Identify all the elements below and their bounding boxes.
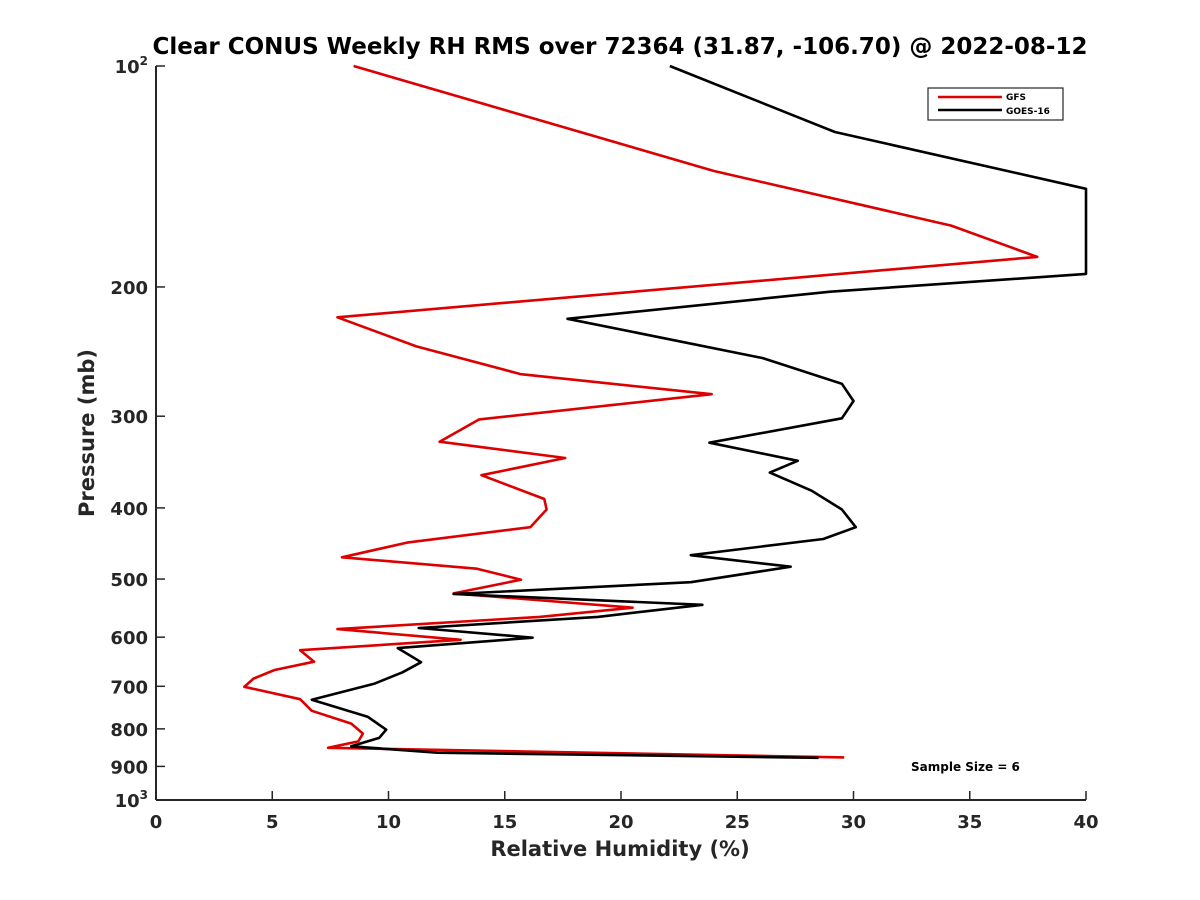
series-line-goes-16 (310, 64, 1088, 760)
x-tick-label: 15 (492, 812, 517, 833)
x-tick-label: 0 (150, 812, 163, 833)
x-tick-label: 5 (266, 812, 279, 833)
x-tick-label: 10 (376, 812, 401, 833)
y-tick-label: 500 (110, 570, 148, 591)
x-tick-label: 25 (725, 812, 750, 833)
y-tick-label: 400 (110, 499, 148, 520)
y-axis-label: Pressure (mb) (75, 349, 99, 517)
y-tick-label: 800 (110, 720, 148, 741)
sample-size-annotation: Sample Size = 6 (911, 760, 1020, 774)
y-tick-label: 103 (115, 788, 148, 812)
x-ticks: 0 5 10 15 20 25 30 35 40 (150, 791, 1099, 833)
y-tick-label: 102 (115, 54, 148, 78)
x-tick-label: 20 (608, 812, 633, 833)
x-tick-label: 35 (957, 812, 982, 833)
series-layer (243, 64, 1088, 760)
legend-label-gfs: GFS (1006, 93, 1026, 103)
y-tick-label: 600 (110, 628, 148, 649)
chart-title: Clear CONUS Weekly RH RMS over 72364 (31… (153, 34, 1088, 60)
legend-label-goes16: GOES-16 (1006, 107, 1050, 117)
legend: GFS GOES-16 (927, 87, 1064, 121)
series-line-gfs (243, 64, 1039, 759)
x-axis-label: Relative Humidity (%) (490, 837, 749, 861)
y-tick-label: 200 (110, 278, 148, 299)
axes (155, 66, 1086, 801)
legend-box (927, 87, 1064, 121)
y-tick-label: 300 (110, 407, 148, 428)
y-tick-label: 900 (110, 757, 148, 778)
y-tick-label: 700 (110, 677, 148, 698)
y-ticks: 102 200 300 400 500 600 700 800 900 103 (110, 54, 165, 812)
x-tick-label: 40 (1073, 812, 1098, 833)
x-tick-label: 30 (841, 812, 866, 833)
